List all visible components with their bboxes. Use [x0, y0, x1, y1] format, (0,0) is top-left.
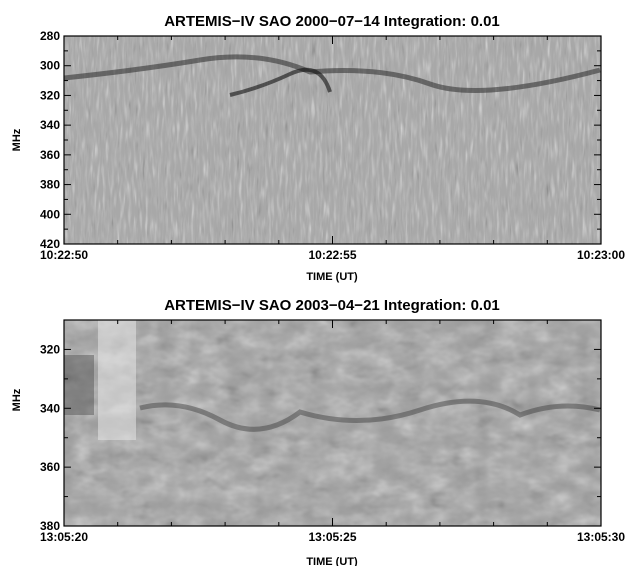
y-tick-label: 380	[40, 519, 60, 533]
y-tick-label: 340	[40, 401, 60, 415]
y-tick-label: 360	[40, 460, 60, 474]
x-tick-label: 13:05:25	[308, 530, 356, 544]
panel-1-ylabel: MHz	[11, 128, 23, 151]
y-tick-label: 280	[40, 29, 60, 43]
panel-1-xlabel: TIME (UT)	[306, 271, 358, 283]
y-tick-label: 360	[40, 148, 60, 162]
panel-2-image	[64, 320, 601, 526]
panel-2-x-ticks: 13:05:20 13:05:25 13:05:30	[40, 320, 625, 544]
panel-1-burst-band-2	[229, 67, 332, 97]
panel-1-y-ticks: 280 300 320 340 360 380 400 420	[40, 29, 601, 251]
panel-1-title: ARTEMIS−IV SAO 2000−07−14 Integration: 0…	[164, 13, 500, 30]
panel-2-bright-column	[98, 320, 136, 440]
x-tick-label: 10:22:50	[40, 248, 88, 262]
panel-1-x-ticks: 10:22:50 10:22:55 10:23:00	[40, 36, 625, 262]
x-tick-label: 13:05:20	[40, 530, 88, 544]
x-tick-label: 13:05:30	[577, 530, 625, 544]
panel-2-title: ARTEMIS−IV SAO 2003−04−21 Integration: 0…	[164, 297, 500, 314]
y-tick-label: 380	[40, 178, 60, 192]
y-tick-label: 400	[40, 207, 60, 221]
panel-2-texture	[64, 320, 601, 526]
y-tick-label: 320	[40, 342, 60, 356]
panel-2: ARTEMIS−IV SAO 2003−04−21 Integration: 0…	[11, 297, 625, 568]
panel-1-image	[64, 36, 601, 244]
y-tick-label: 320	[40, 88, 60, 102]
panel-2-burst-band	[139, 398, 601, 432]
x-tick-label: 10:22:55	[308, 248, 356, 262]
y-tick-label: 420	[40, 237, 60, 251]
panel-2-left-dark	[64, 355, 94, 415]
y-tick-label: 300	[40, 59, 60, 73]
panel-2-xlabel: TIME (UT)	[306, 556, 358, 566]
panel-2-y-ticks: 320 340 360 380	[40, 342, 601, 533]
x-tick-label: 10:23:00	[577, 248, 625, 262]
y-tick-label: 340	[40, 118, 60, 132]
panel-2-ylabel: MHz	[11, 388, 23, 411]
panel-1: ARTEMIS−IV SAO 2000−07−14 Integration: 0…	[11, 13, 625, 283]
